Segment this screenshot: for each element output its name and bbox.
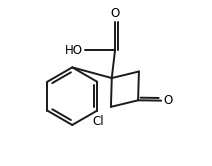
Text: O: O: [110, 7, 120, 20]
Text: HO: HO: [65, 44, 83, 57]
Text: O: O: [163, 94, 172, 107]
Text: Cl: Cl: [92, 115, 104, 128]
